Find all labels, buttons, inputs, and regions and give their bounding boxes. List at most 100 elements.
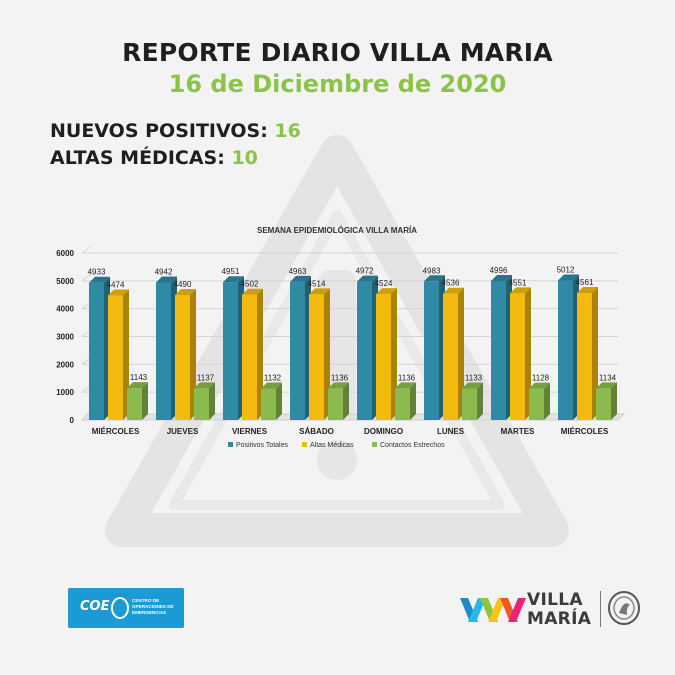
legend-swatch (372, 442, 377, 447)
bar-side (525, 287, 531, 420)
bar-side (458, 287, 464, 420)
report-date: 16 de Diciembre de 2020 (168, 70, 507, 98)
bar-top (462, 382, 483, 389)
x-tick-label: JUEVES (167, 427, 199, 436)
bar-top (108, 289, 129, 296)
bar (558, 280, 573, 420)
coe-description: CENTRO DE OPERACIONES DE EMERGENCIAS (132, 598, 174, 615)
data-label: 4551 (509, 278, 527, 287)
legend-label: Altas Médicas (310, 442, 354, 449)
stat-medical-discharges: ALTAS MÉDICAS: 10 (50, 147, 258, 169)
bar-top (357, 275, 378, 282)
bar-top (223, 276, 244, 283)
bar-side (592, 287, 598, 420)
bar (89, 282, 104, 420)
bar-top (242, 288, 263, 295)
bar (491, 280, 506, 420)
bar-chart: SEMANA EPIDEMIOLÓGICA VILLA MARÍA 0 1000 20… (40, 215, 640, 460)
legend-swatch (228, 442, 233, 447)
chart-canvas: SEMANA EPIDEMIOLÓGICA VILLA MARÍA 0 1000 20… (56, 226, 626, 449)
data-label: 4524 (375, 279, 393, 288)
legend-label: Contactos Estrechos (380, 442, 445, 449)
chart-title: SEMANA EPIDEMIOLÓGICA VILLA MARÍA (257, 226, 417, 235)
stat-label: NUEVOS POSITIVOS: (50, 120, 268, 142)
bar-side (611, 382, 617, 420)
data-label: 4972 (356, 267, 374, 276)
bar-top (376, 288, 397, 295)
stat-value: 10 (231, 147, 258, 169)
bar (577, 293, 592, 420)
bar (462, 388, 477, 420)
bar-top (529, 382, 550, 389)
data-label: 1137 (197, 373, 215, 382)
legend-label: Positivos Totales (236, 442, 289, 449)
y-tick-label: 6000 (56, 249, 74, 258)
legend-swatch (302, 442, 307, 447)
bar (596, 388, 611, 420)
bar-side (324, 288, 330, 420)
bar-side (142, 382, 148, 420)
bar-side (257, 288, 263, 420)
coe-name: COE (80, 599, 110, 614)
bar (357, 281, 372, 420)
x-tick-label: MIÉRCOLES (92, 427, 140, 436)
x-tick-label: VIERNES (232, 427, 268, 436)
x-tick-label: DOMINGO (364, 427, 403, 436)
bar (127, 388, 142, 420)
data-label: 4951 (222, 267, 240, 276)
bar-top (127, 382, 148, 389)
brand-name-line2: MARÍA (527, 609, 592, 629)
bar-top (175, 289, 196, 296)
chart-floor (80, 413, 626, 421)
bar (395, 388, 410, 420)
bar (261, 388, 276, 420)
x-tick-label: MIÉRCOLES (561, 427, 609, 436)
data-label: 1143 (130, 373, 148, 382)
stat-value: 16 (274, 120, 301, 142)
bar (108, 295, 123, 420)
x-tick-label: LUNES (437, 427, 465, 436)
x-tick-label: SÁBADO (299, 427, 334, 436)
villa-maria-logo-icon (460, 598, 526, 622)
data-label: 4474 (107, 280, 125, 289)
bar-top (558, 274, 579, 281)
data-label: 4490 (174, 280, 192, 289)
gridline-depth (81, 357, 91, 365)
bar-side (477, 382, 483, 420)
data-label: 1136 (398, 373, 416, 382)
bar-side (190, 289, 196, 420)
bar-side (276, 382, 282, 420)
bar-top (395, 382, 416, 389)
bar (290, 281, 305, 420)
bar-top (491, 274, 512, 281)
coe-ring-icon (111, 597, 129, 619)
gridline-depth (81, 274, 91, 282)
stat-new-positives: NUEVOS POSITIVOS: 16 (50, 120, 301, 142)
y-tick-label: 3000 (56, 333, 74, 342)
data-label: 1133 (465, 373, 483, 382)
gridline-depth (81, 385, 91, 393)
y-tick-label: 1000 (56, 388, 74, 397)
bar-top (424, 275, 445, 282)
data-label: 4502 (241, 280, 259, 289)
data-label: 1136 (331, 373, 349, 382)
gridline-depth (81, 302, 91, 310)
bar (194, 388, 209, 420)
data-label: 4561 (576, 278, 594, 287)
bar-top (577, 287, 598, 294)
gridline-depth (81, 330, 91, 337)
bar (156, 282, 171, 420)
data-label: 1128 (532, 374, 550, 383)
coe-logo: COE CENTRO DE OPERACIONES DE EMERGENCIAS (68, 588, 184, 628)
bar-side (209, 382, 215, 420)
bar (175, 295, 190, 420)
data-label: 4514 (308, 279, 326, 288)
stat-label: ALTAS MÉDICAS: (50, 147, 225, 169)
bar-top (309, 288, 330, 295)
bar (424, 281, 439, 420)
y-tick-label: 0 (70, 416, 75, 425)
data-label: 4536 (442, 279, 460, 288)
bar-top (596, 382, 617, 389)
bar-top (290, 275, 311, 282)
bar-top (194, 382, 215, 389)
